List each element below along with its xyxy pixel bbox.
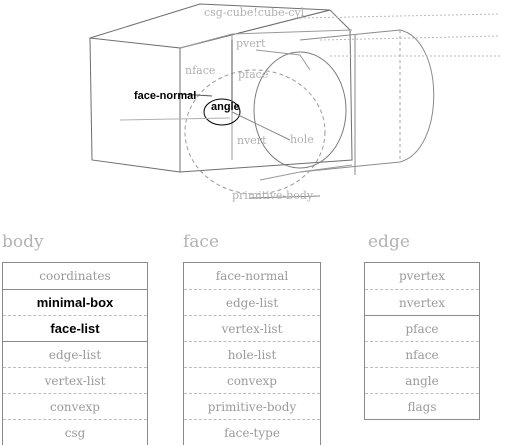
body-row-minimal-box: minimal-box xyxy=(3,289,147,316)
face-normal-arrow xyxy=(179,93,213,97)
body-row-csg: csg xyxy=(3,419,147,446)
bottom-edge xyxy=(259,164,353,181)
face-row-face-normal: face-normal xyxy=(215,269,289,283)
body-table-title: body xyxy=(2,232,44,252)
body-row-coordinates: coordinates xyxy=(39,269,111,283)
edge-row-pvertex: pvertex xyxy=(399,269,445,283)
face-row-convexp: convexp xyxy=(184,367,320,394)
wireframe-figure xyxy=(89,3,501,199)
face-row-primitive-body: primitive-body xyxy=(184,393,320,420)
face-row-vertex-list: vertex-list xyxy=(184,315,320,342)
dashed-guide-2 xyxy=(319,35,501,41)
front-hole-ellipse xyxy=(184,69,326,195)
face-row-edge-list: edge-list xyxy=(184,289,320,316)
body-row-edge-list: edge-list xyxy=(3,341,147,368)
nvert-leader xyxy=(231,111,291,141)
edge-row-angle: angle xyxy=(365,367,479,394)
cylinder-outline xyxy=(299,29,435,173)
dashed-guide-1 xyxy=(299,13,501,19)
label-nface: nface xyxy=(185,64,216,77)
edge-row-flags: flags xyxy=(365,393,479,420)
edge-table: pvertex nvertex pface nface angle flags xyxy=(364,262,480,420)
label-nvert: nvert xyxy=(237,134,267,147)
horizontal-guide xyxy=(119,117,231,121)
hole-ellipse xyxy=(253,51,347,169)
body-table: coordinates minimal-box face-list edge-l… xyxy=(2,262,148,445)
solid-model-diagram: csg-cube!cube-cyl pvert nface pface face… xyxy=(89,3,501,202)
face-table-title: face xyxy=(183,232,220,252)
face-row-hole-list: hole-list xyxy=(184,341,320,368)
primitive-body-underline xyxy=(249,195,321,199)
face-table: face-normal edge-list vertex-list hole-l… xyxy=(183,262,321,445)
edge-row-pface: pface xyxy=(365,315,479,342)
edge-row-nface: nface xyxy=(365,341,479,368)
body-row-convexp: convexp xyxy=(3,393,147,420)
edge-table-title: edge xyxy=(368,232,410,252)
label-hole: hole xyxy=(290,133,314,146)
body-row-face-list: face-list xyxy=(3,315,147,342)
label-pvert: pvert xyxy=(236,37,266,50)
pface-leader xyxy=(255,49,311,71)
label-primitive-body: primitive-body xyxy=(232,189,314,202)
angle-ellipse xyxy=(203,98,241,126)
label-face-normal: face-normal xyxy=(134,90,197,102)
label-top: csg-cube!cube-cyl xyxy=(204,6,305,19)
body-row-vertex-list: vertex-list xyxy=(3,367,147,394)
inner-top-edge xyxy=(231,29,353,35)
box-front-face xyxy=(89,37,181,173)
box-right-face xyxy=(179,9,353,173)
label-pface: pface xyxy=(238,68,269,81)
edge-row-nvertex: nvertex xyxy=(365,289,479,316)
label-angle: angle xyxy=(211,101,240,113)
face-row-face-type: face-type xyxy=(184,419,320,446)
